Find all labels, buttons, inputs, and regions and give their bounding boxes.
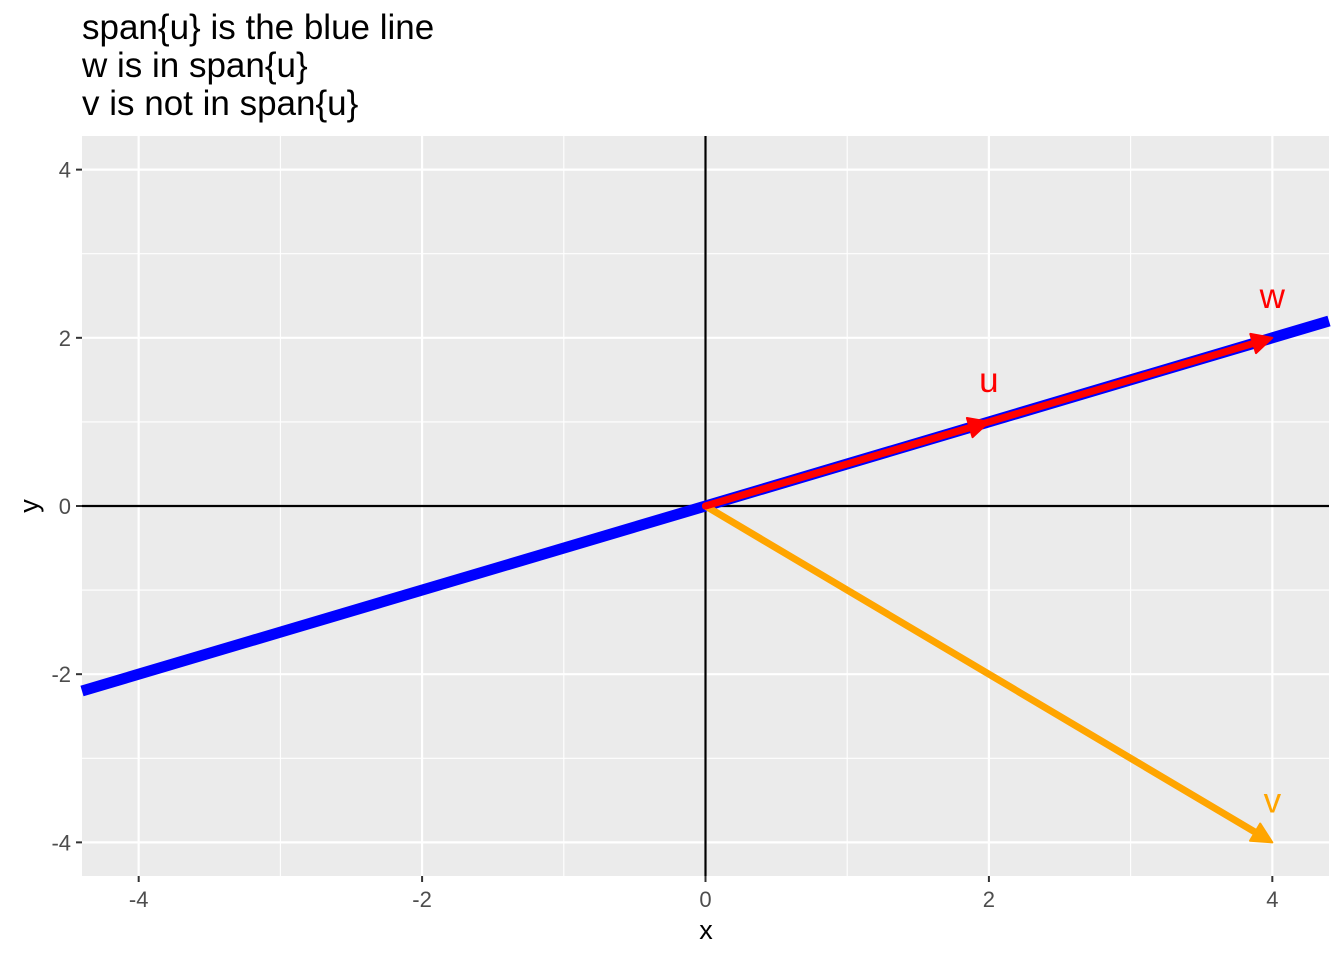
x-tick-label: 0: [699, 887, 711, 912]
y-axis-title: y: [14, 499, 44, 513]
vector-v-arrowhead: [1249, 822, 1274, 844]
x-tick-label: -2: [412, 887, 432, 912]
title-line-1: span{u} is the blue line: [82, 8, 434, 47]
y-tick-label: -4: [51, 830, 71, 855]
ticks: -4 -2 0 2 4 -4 -2 0 2 4: [51, 158, 1278, 912]
vector-u-arrowhead: [965, 417, 990, 439]
title-line-2: w is in span{u}: [81, 46, 308, 85]
y-tick-label: -2: [51, 662, 71, 687]
vector-v-label: v: [1264, 781, 1282, 820]
x-tick-label: 4: [1266, 887, 1278, 912]
y-tick-label: 4: [59, 158, 71, 183]
vector-u-shaft: [702, 424, 974, 510]
vector-v-shaft: [702, 502, 1259, 836]
vector-u-label: u: [979, 361, 998, 400]
chart-title: span{u} is the blue line w is in span{u}…: [81, 8, 434, 123]
x-tick-label: 2: [983, 887, 995, 912]
title-line-3: v is not in span{u}: [82, 84, 359, 123]
vector-w-label: w: [1259, 277, 1286, 316]
vector-w-arrowhead: [1249, 332, 1274, 355]
vectors: v w u: [702, 277, 1286, 844]
y-tick-label: 2: [59, 326, 71, 351]
x-tick-label: -4: [129, 887, 149, 912]
y-tick-label: 0: [59, 494, 71, 519]
x-axis-title: x: [699, 915, 713, 945]
